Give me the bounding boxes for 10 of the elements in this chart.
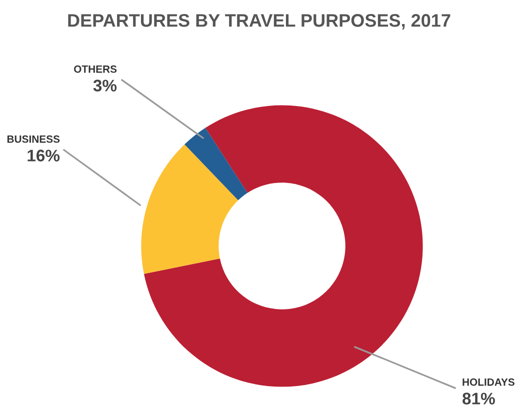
donut-slice	[144, 105, 423, 387]
chart-title: DEPARTURES BY TRAVEL PURPOSES, 2017	[68, 14, 450, 30]
donut-slice	[141, 144, 238, 274]
data-label: 81%	[462, 392, 495, 404]
slice-label: OTHERS	[74, 65, 117, 73]
slice-label: BUSINESS	[7, 135, 60, 143]
data-label: 3%	[93, 80, 117, 92]
donut-slice	[184, 128, 248, 200]
slice-label: HOLIDAYS	[462, 378, 514, 386]
data-label: 16%	[28, 150, 60, 162]
